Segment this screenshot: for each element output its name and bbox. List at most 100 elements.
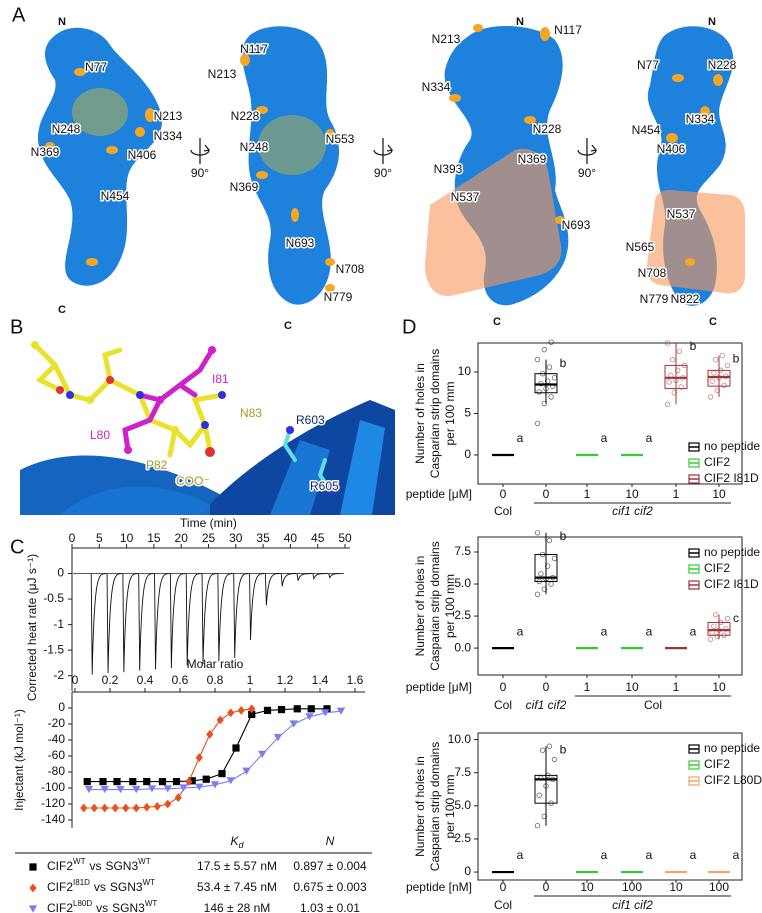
rotation-icons — [190, 138, 598, 164]
residue-label: N117 — [554, 23, 582, 37]
terminus-label: C — [58, 304, 66, 316]
marker — [321, 709, 330, 717]
injection-peak — [233, 573, 249, 658]
injection-peak — [249, 573, 265, 640]
data-point — [709, 378, 715, 384]
table-header: N — [326, 834, 335, 848]
peptide-value: 1 — [584, 487, 591, 501]
genotype-label: cif1 cif2 — [612, 504, 653, 518]
residue-label: N537 — [451, 190, 480, 204]
ligand-patch — [646, 190, 745, 294]
residue-label: N334 — [154, 129, 183, 143]
marker — [116, 786, 125, 794]
marker — [147, 785, 157, 793]
y-tick-label: 5.0 — [454, 576, 471, 590]
target: SGN3 — [110, 880, 143, 894]
marker — [202, 775, 210, 783]
residue-label: L80 — [90, 428, 110, 442]
box-chart: 0 2.5 5.0 7.5 10.0 Number of holes in Casparia… — [406, 732, 762, 912]
marker — [195, 753, 203, 762]
residue-label: N693 — [286, 236, 315, 250]
marker — [195, 783, 204, 791]
y-tick-label: 10 — [458, 364, 472, 378]
residue-label: N117 — [240, 42, 268, 56]
marker — [216, 715, 224, 725]
data-point — [714, 633, 720, 640]
x-tick-label: 0.8 — [207, 673, 224, 687]
y-axis-title: Casparian strip domains — [428, 742, 442, 871]
residue-label: N454 — [101, 189, 130, 203]
x-tick-label: 10 — [120, 531, 134, 545]
y-tick-label: 7.5 — [454, 765, 471, 779]
data-point — [721, 382, 727, 388]
data-point — [548, 394, 554, 400]
residue-label: N369 — [518, 152, 547, 166]
x-tick-label: 0.2 — [102, 673, 119, 687]
isotherm: Molar ratio 0 0.2 0.4 0.6 0.8 1 1.2 1.4 1.6 0 -20 -4… — [12, 657, 372, 913]
x-tick-label: 1.2 — [277, 673, 294, 687]
y-tick-label: -40 — [48, 732, 66, 746]
marker — [232, 744, 240, 752]
data-point — [711, 623, 717, 630]
marker — [84, 786, 94, 794]
residue-label: R603 — [296, 413, 325, 427]
marker — [28, 905, 38, 913]
plot-frame — [477, 536, 743, 676]
x-tick-label: 30 — [229, 531, 243, 545]
data-point — [671, 390, 677, 396]
y-axis-title: Number of holes in — [413, 756, 427, 857]
significance-letter: b — [733, 352, 740, 366]
marker — [153, 802, 161, 811]
y-tick-label: 7.5 — [454, 544, 471, 558]
data-point — [714, 387, 720, 393]
x-tick-label: 25 — [202, 531, 216, 545]
y-axis-title: per 100 mm — [443, 381, 457, 445]
marker — [258, 750, 267, 758]
injection-peak — [296, 573, 313, 581]
y-tick-label: 0.0 — [454, 640, 471, 654]
marker — [305, 713, 314, 721]
residue-label: N228 — [231, 109, 260, 123]
genotype-label: Col — [644, 698, 662, 712]
protein-variant: L80D — [73, 899, 92, 908]
data-point — [718, 619, 724, 626]
data-point — [668, 372, 674, 379]
y-axis-title: per 100 mm — [443, 574, 457, 638]
injection-peak — [122, 573, 138, 673]
y-tick-label: 0 — [58, 700, 65, 714]
data-point — [724, 615, 731, 622]
data-point — [546, 364, 553, 370]
residue-label: N708 — [638, 266, 667, 280]
significance-letter: b — [560, 529, 567, 543]
marker — [122, 803, 130, 813]
injection-peak — [185, 573, 202, 666]
box — [534, 774, 558, 804]
data-point — [536, 578, 542, 585]
data-point — [675, 367, 681, 374]
data-point — [724, 362, 731, 369]
peptide-value: 0 — [543, 880, 550, 894]
residue-label: N779 — [640, 292, 669, 306]
marker — [293, 705, 301, 713]
data-point — [541, 586, 547, 592]
data-point — [718, 367, 724, 374]
marker — [218, 770, 226, 778]
residue-label: N213 — [154, 109, 183, 123]
peptide-label: peptide [μM] — [406, 680, 472, 694]
data-point — [548, 339, 554, 345]
n-value: 0.897 ± 0.004 — [293, 859, 367, 873]
residue-label: N228 — [708, 58, 737, 72]
data-point — [721, 632, 727, 638]
data-point — [707, 394, 714, 400]
data-point — [534, 591, 541, 597]
x-tick-label: 0.4 — [137, 673, 154, 687]
data-point — [541, 400, 547, 407]
marker — [227, 708, 235, 718]
peptide-value: 10 — [625, 487, 639, 501]
panel-label: B — [10, 316, 23, 338]
peptide-value: 10 — [580, 880, 594, 894]
data-point — [723, 373, 729, 379]
data-point — [664, 401, 671, 408]
data-point — [712, 612, 719, 618]
x-tick-label: 1 — [247, 673, 254, 687]
